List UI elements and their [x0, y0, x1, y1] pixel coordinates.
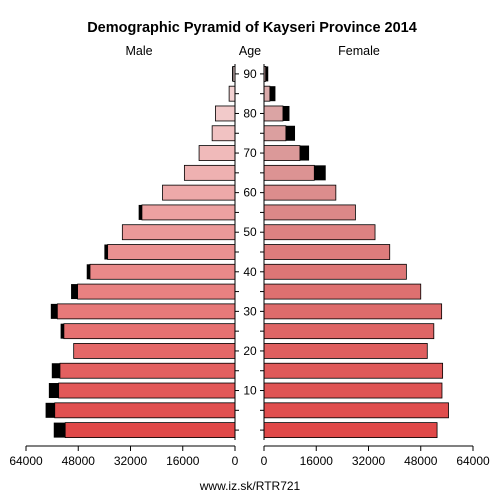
female-bar-0-4 — [263, 422, 438, 439]
male-excess-35-39 — [71, 284, 78, 300]
female-bar-20-24 — [263, 343, 428, 359]
female-excess-85-89 — [269, 86, 276, 102]
chart-title: Demographic Pyramid of Kayseri Province … — [87, 20, 417, 36]
value-tick-label-16000: 16000 — [300, 454, 334, 468]
male-bar-70-74 — [198, 145, 236, 161]
male-bar-15-19 — [59, 362, 236, 379]
male-bar-0-4 — [64, 422, 236, 439]
value-tick-label-0: 0 — [232, 454, 239, 468]
female-excess-90+ — [265, 66, 269, 82]
female-bar-30-34 — [263, 303, 443, 320]
female-bar-40-44 — [263, 263, 407, 280]
female-bar-85-89 — [263, 85, 271, 102]
male-excess-90+ — [232, 66, 234, 82]
male-excess-45-49 — [104, 244, 108, 260]
female-bar-10-14 — [263, 382, 443, 399]
value-tick-label-16000: 16000 — [166, 454, 200, 468]
female-excess-70-74 — [299, 145, 310, 161]
age-tick-label-20: 20 — [243, 344, 257, 358]
value-tick-label-32000: 32000 — [352, 454, 386, 468]
male-excess-15-19 — [51, 363, 60, 379]
female-excess-80-84 — [282, 105, 290, 121]
age-tick-label-30: 30 — [243, 304, 257, 318]
female-bar-70-74 — [263, 145, 301, 161]
female-bar-55-59 — [263, 204, 356, 221]
male-bar-75-79 — [211, 125, 236, 142]
male-bar-5-9 — [54, 402, 236, 419]
age-tick-label-60: 60 — [243, 186, 257, 200]
female-bar-25-29 — [263, 323, 435, 340]
age-tick-label-70: 70 — [243, 146, 257, 160]
male-bar-80-84 — [215, 105, 236, 122]
male-bar-20-24 — [73, 343, 236, 359]
footer-source: www.iz.sk/RTR721 — [199, 479, 301, 493]
male-bar-35-39 — [77, 283, 236, 300]
age-tick-label-10: 10 — [243, 384, 257, 398]
male-bar-50-54 — [121, 224, 236, 241]
male-bars — [45, 65, 236, 439]
age-label: Age — [239, 44, 261, 58]
male-excess-10-14 — [48, 383, 59, 399]
age-tick-label-90: 90 — [243, 67, 257, 81]
value-tick-label-48000: 48000 — [404, 454, 438, 468]
male-bar-55-59 — [141, 204, 236, 221]
value-tick-label-64000: 64000 — [9, 454, 43, 468]
female-bar-5-9 — [263, 402, 449, 419]
female-bar-75-79 — [263, 125, 287, 142]
value-tick-label-0-female: 0 — [261, 454, 268, 468]
female-excess-75-79 — [285, 125, 296, 141]
value-tick-label-32000: 32000 — [114, 454, 148, 468]
male-bar-30-34 — [56, 303, 236, 320]
female-bar-60-64 — [263, 184, 337, 201]
male-bar-45-49 — [107, 244, 236, 260]
value-axis: 64000 48000 32000 16000 0 16000 32000 48000 6400… — [9, 445, 490, 468]
male-excess-55-59 — [138, 204, 142, 220]
female-label: Female — [338, 44, 380, 58]
age-tick-label-80: 80 — [243, 106, 257, 120]
female-bar-15-19 — [263, 362, 444, 379]
male-excess-25-29 — [60, 323, 64, 339]
male-bar-10-14 — [58, 382, 236, 399]
value-tick-label-64000: 64000 — [456, 454, 490, 468]
value-tick-label-48000: 48000 — [62, 454, 96, 468]
age-tick-label-50: 50 — [243, 225, 257, 239]
male-bar-60-64 — [162, 184, 236, 201]
male-excess-40-44 — [86, 264, 91, 280]
male-excess-5-9 — [45, 402, 55, 418]
male-excess-0-4 — [53, 422, 66, 438]
female-bar-80-84 — [263, 105, 284, 122]
male-label: Male — [125, 44, 152, 58]
female-excess-65-69 — [314, 165, 326, 181]
female-bar-65-69 — [263, 164, 315, 181]
female-bar-45-49 — [263, 244, 391, 260]
age-tick-label-40: 40 — [243, 265, 257, 279]
female-bar-35-39 — [263, 283, 422, 300]
male-excess-30-34 — [50, 303, 58, 319]
age-axis: 10 20 30 40 50 60 70 80 90 — [235, 67, 264, 431]
female-bar-50-54 — [263, 224, 376, 241]
male-bar-40-44 — [89, 263, 236, 280]
female-bars — [263, 65, 449, 439]
male-bar-85-89 — [228, 85, 236, 102]
male-bar-65-69 — [183, 164, 236, 181]
male-bar-25-29 — [63, 323, 236, 340]
